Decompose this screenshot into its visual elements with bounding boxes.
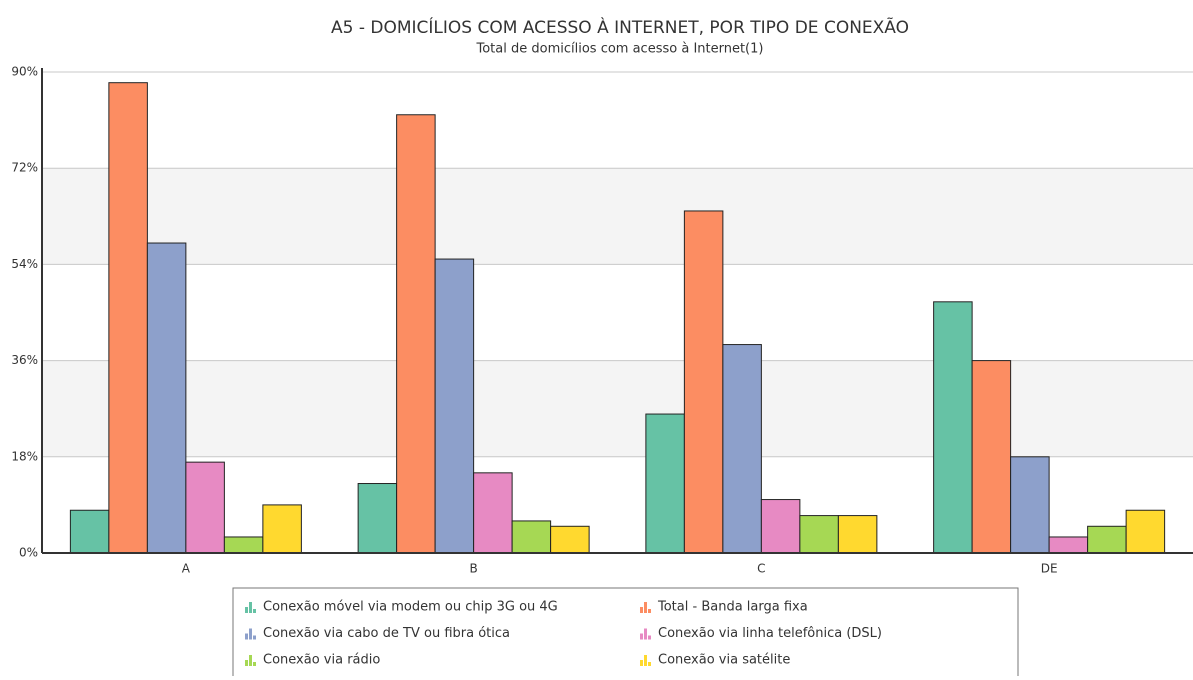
legend-box — [232, 587, 1019, 680]
bar — [108, 82, 148, 554]
bar — [760, 499, 801, 554]
legend-swatch — [245, 633, 248, 640]
legend-swatch — [640, 660, 643, 666]
chart-title: A5 - DOMICÍLIOS COM ACESSO À INTERNET, P… — [331, 16, 909, 38]
legend-swatch — [249, 655, 252, 666]
bar — [1048, 536, 1089, 554]
legend-label: Conexão via rádio — [263, 653, 380, 668]
y-tick-label: 36% — [11, 353, 38, 367]
legend-label: Conexão via linha telefônica (DSL) — [658, 626, 882, 641]
legend-swatch — [249, 602, 252, 613]
legend-label: Conexão móvel via modem ou chip 3G ou 4G — [263, 600, 558, 615]
x-tick-label: B — [470, 562, 478, 576]
legend-swatch — [644, 655, 647, 666]
legend-swatch — [640, 633, 643, 640]
x-tick-label: A — [182, 562, 191, 576]
bar — [722, 344, 762, 554]
legend-swatch — [253, 635, 256, 640]
y-tick-label: 90% — [11, 65, 38, 79]
y-tick-label: 0% — [19, 546, 38, 560]
bar — [971, 360, 1012, 554]
bar — [473, 472, 513, 554]
x-tick-label: DE — [1041, 562, 1058, 576]
plot-band — [42, 360, 1193, 457]
bar — [683, 210, 724, 554]
legend-swatch — [253, 609, 256, 613]
bar — [1087, 525, 1127, 554]
bar — [645, 413, 685, 554]
legend-label: Conexão via satélite — [658, 653, 790, 668]
legend-swatch — [648, 609, 651, 613]
bar — [396, 114, 436, 554]
plot-band — [42, 168, 1193, 265]
legend-swatch — [644, 628, 647, 640]
bar — [550, 525, 590, 554]
bar — [185, 461, 225, 554]
bar — [262, 504, 302, 554]
x-tick-label: C — [757, 562, 765, 576]
bar — [146, 242, 187, 554]
y-tick-label: 72% — [11, 161, 38, 175]
bar — [933, 301, 973, 554]
bar — [511, 520, 552, 554]
legend-swatch — [245, 607, 248, 613]
bar — [1010, 456, 1050, 554]
y-tick-label: 54% — [11, 257, 38, 271]
legend-swatch — [245, 660, 248, 666]
legend-label: Conexão via cabo de TV ou fibra ótica — [263, 626, 510, 641]
bar — [69, 509, 110, 554]
bar — [357, 483, 398, 554]
bar — [223, 536, 264, 554]
bar — [1125, 509, 1166, 554]
bar — [434, 258, 475, 554]
bar — [799, 515, 839, 554]
legend-swatch — [249, 628, 252, 640]
legend-swatch — [640, 607, 643, 613]
legend-swatch — [648, 635, 651, 640]
legend-label: Total - Banda larga fixa — [657, 600, 808, 615]
legend-swatch — [253, 662, 256, 666]
chart-subtitle: Total de domicílios com acesso à Interne… — [476, 42, 764, 57]
y-tick-label: 18% — [11, 449, 38, 463]
legend-swatch — [644, 602, 647, 613]
legend-swatch — [648, 662, 651, 666]
bar — [837, 515, 878, 554]
